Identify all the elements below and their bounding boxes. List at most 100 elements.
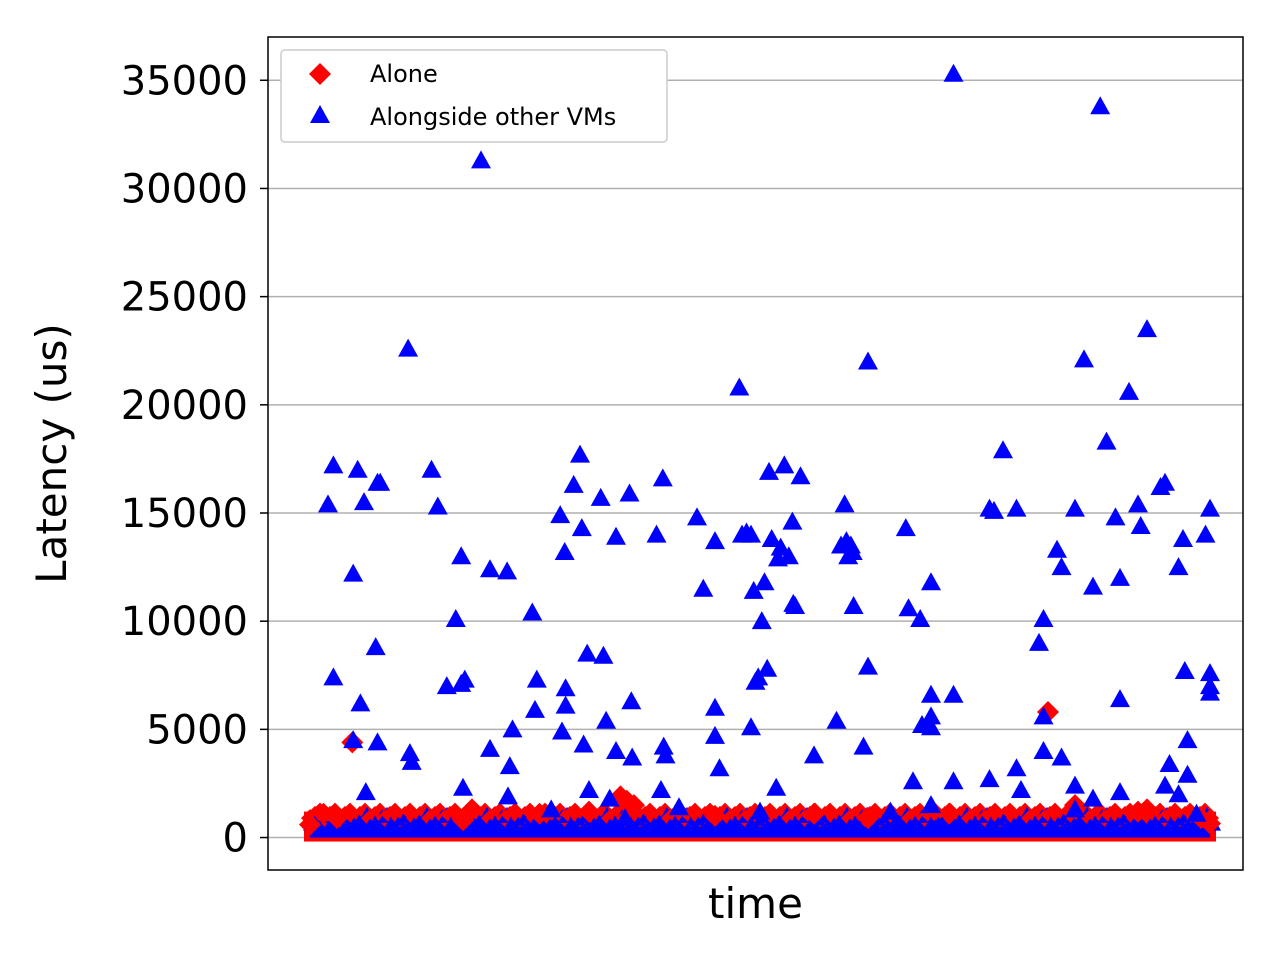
alongside-point [1083,576,1103,595]
y-tick-label: 10000 [121,599,248,645]
alongside-point [343,730,364,749]
alongside-point [782,511,803,530]
alone-point [803,802,825,825]
alongside-point [895,518,916,537]
data-points [299,63,1221,837]
alongside-point [619,483,640,502]
alongside-point [579,779,599,798]
alongside-point [347,459,368,478]
alongside-point [498,786,518,805]
alongside-point [757,658,778,677]
alongside-point [1065,799,1085,818]
alongside-point [563,474,584,493]
legend-box [280,49,668,143]
alongside-point [1119,381,1139,400]
alongside-point [555,695,576,714]
alongside-point [903,771,923,790]
alongside-point [750,801,770,820]
alongside-point [729,377,750,396]
alongside-point [318,494,338,513]
alongside-point [705,725,725,744]
alongside-point [401,751,422,770]
alongside-point [1177,730,1198,749]
alongside-point [621,691,642,710]
legend: Alone Alongside other VMs [280,49,668,143]
alongside-point [1200,663,1220,682]
alongside-point [1033,741,1054,759]
alongside-point [853,736,874,755]
alongside-point [1110,689,1130,708]
alongside-point [993,440,1013,459]
alongside-point [669,797,689,816]
alongside-point [932,816,953,835]
alongside-point [451,546,472,565]
alongside-point [1090,96,1111,115]
alongside-point [323,667,344,686]
y-tick-label: 15000 [121,491,248,537]
alongside-point [770,537,791,556]
alongside-point [571,518,592,537]
alongside-point [754,572,775,591]
alongside-point [759,461,779,480]
alongside-point [1200,676,1220,695]
alongside-point [615,808,635,827]
alongside-point [785,596,806,615]
alongside-point [577,643,598,662]
alongside-point [355,782,376,801]
alongside-point [709,758,730,777]
alongside-point [943,63,964,82]
alongside-point [842,541,863,560]
alongside-point [741,717,761,736]
plot-frame [267,36,1244,871]
alongside-point [1186,803,1207,822]
alongside-point [1083,788,1103,807]
alongside-point [570,444,590,463]
alongside-point [555,678,576,697]
alongside-point [1155,472,1175,491]
alongside-point [499,756,520,775]
y-gridlines [268,79,1243,839]
legend-marker-alone [309,63,331,85]
y-tick-label: 35000 [121,58,248,104]
alongside-point [550,505,571,524]
alongside-point [1033,609,1054,628]
alongside-point [653,736,674,755]
alongside-point [921,706,941,725]
alongside-point [541,799,562,818]
alone-point [326,807,348,830]
alongside-point [858,656,878,675]
alongside-point [1137,319,1157,338]
x-axis-label: time [708,879,803,928]
alone-point [704,804,726,827]
alongside-point [497,561,518,580]
alongside-point [1128,494,1148,513]
alongside-point [979,769,1000,788]
alongside-point [921,572,941,591]
alongside-point [1047,539,1067,558]
alongside-point [646,524,667,543]
alongside-point [826,710,847,729]
y-axis-ticks: 0 5000 10000 15000 20000 25000 30000 35000 [121,58,268,862]
alongside-point [943,684,964,703]
alongside-point [778,546,799,565]
alongside-point [774,455,795,474]
alongside-point [596,710,617,729]
alone-point [1136,798,1158,821]
alongside-point [445,609,466,628]
alongside-point [606,741,626,759]
alongside-point [984,500,1004,519]
alongside-point [370,472,391,491]
alongside-point [480,738,500,757]
alongside-point [687,507,707,526]
alongside-point [880,801,901,820]
alongside-point [921,684,941,703]
alongside-point [525,699,545,718]
alone-point [528,802,551,825]
alongside-point [1130,515,1151,534]
alongside-point [1173,528,1193,547]
alone-point [452,809,474,832]
alongside-point [398,338,419,357]
alongside-point [421,459,442,478]
alongside-point [898,598,919,617]
